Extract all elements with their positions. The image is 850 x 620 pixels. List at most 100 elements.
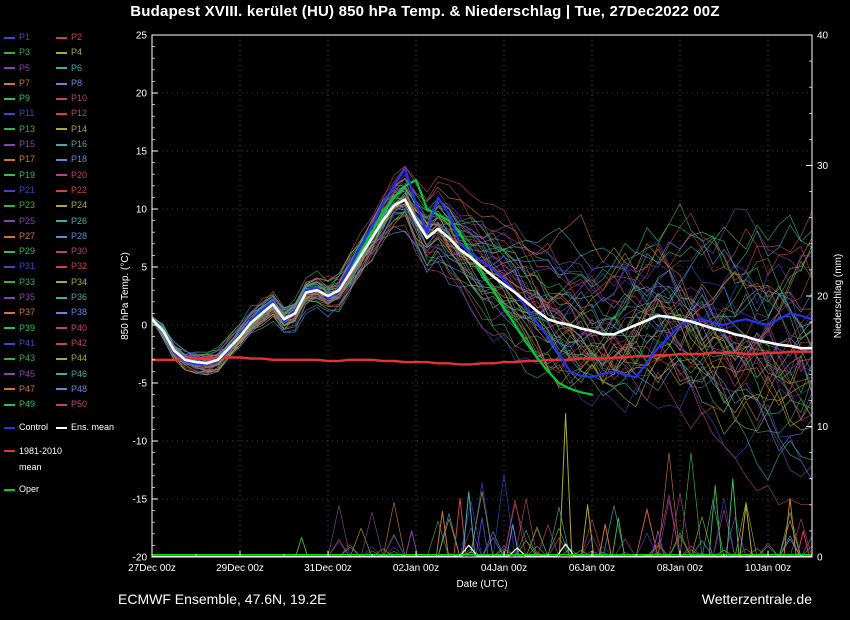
legend-label: P50 — [71, 399, 88, 410]
legend-label: P22 — [71, 184, 88, 195]
legend-line-swatch-icon — [4, 296, 15, 299]
legend-member-row: P7 P8 — [4, 76, 150, 91]
legend-line-swatch-icon — [56, 113, 67, 116]
legend-label: P15 — [19, 139, 36, 150]
legend-label: P5 — [19, 62, 31, 73]
legend-label: P46 — [71, 368, 88, 379]
legend-item-P11: P11 — [4, 106, 56, 121]
ensemble-member-precip — [152, 527, 812, 557]
ensemble-member-precip — [152, 518, 812, 557]
left-axis-tick-label: -10 — [133, 437, 148, 448]
legend-line-swatch-icon — [4, 388, 15, 391]
legend-line-swatch-icon — [56, 143, 67, 146]
precip-spike — [580, 504, 595, 557]
legend-member-row: P41 P42 — [4, 336, 150, 351]
ensemble-member-temp — [152, 187, 812, 361]
legend-item-P5: P5 — [4, 61, 56, 76]
ensemble-member-precip — [152, 524, 812, 557]
ensemble-member-temp — [152, 199, 812, 360]
legend-member-row: P3 P4 — [4, 45, 150, 60]
legend-label: P28 — [71, 230, 88, 241]
legend-item-P13: P13 — [4, 122, 56, 137]
legend-item-P41: P41 — [4, 336, 56, 351]
legend-label: P47 — [19, 383, 36, 394]
ensemble-member-temp — [152, 178, 812, 434]
legend-member-row: P37 P38 — [4, 305, 150, 320]
legend-line-swatch-icon — [4, 67, 15, 70]
legend-label: P6 — [71, 62, 83, 73]
legend-line-swatch-icon — [4, 342, 15, 345]
legend-line-swatch-icon — [56, 357, 67, 360]
legend-line-swatch-icon — [4, 311, 15, 314]
legend-label: P30 — [71, 246, 88, 257]
legend-line-swatch-icon — [4, 143, 15, 146]
precip-spike — [506, 523, 520, 557]
legend-line-swatch-icon — [56, 296, 67, 299]
legend-line-swatch-icon — [56, 311, 67, 314]
legend-label: Oper — [19, 484, 40, 495]
legend-member-row: P13 P14 — [4, 122, 150, 137]
climate-mean-line — [152, 350, 812, 366]
ensemble-member-precip — [152, 494, 812, 557]
legend-line-swatch-icon — [56, 220, 67, 223]
legend-item-P50: P50 — [56, 397, 108, 412]
legend-member-row: P21 P22 — [4, 183, 150, 198]
right-axis-tick-label: 0 — [817, 553, 823, 564]
ensemble-member-precip — [152, 536, 812, 557]
legend-item-P23: P23 — [4, 198, 56, 213]
legend-line-swatch-icon — [4, 250, 15, 253]
legend-item-P28: P28 — [56, 229, 108, 244]
legend-line-swatch-icon — [56, 82, 67, 85]
page-title: Budapest XVIII. kerület (HU) 850 hPa Tem… — [130, 3, 720, 20]
legend-label: P41 — [19, 337, 36, 348]
precip-spike — [435, 510, 450, 557]
legend-line-swatch-icon — [56, 250, 67, 253]
legend-member-row: P27 P28 — [4, 229, 150, 244]
legend-label: P33 — [19, 276, 36, 287]
ensemble-member-precip — [152, 509, 812, 557]
legend-line-swatch-icon — [56, 327, 67, 330]
legend-label: P31 — [19, 261, 36, 272]
ens-mean-precip-line — [152, 543, 812, 557]
precip-spike — [558, 412, 573, 557]
legend-line-swatch-icon — [4, 373, 15, 376]
legend-line-swatch-icon — [4, 281, 15, 284]
x-axis-tick-label: 02Jan 00z — [393, 563, 439, 574]
ensemble-member-precip — [152, 542, 812, 557]
legend-label: P7 — [19, 77, 31, 88]
right-axis-tick-label: 40 — [817, 31, 829, 42]
precip-spike — [796, 530, 810, 557]
precip-spike — [294, 536, 309, 557]
legend-line-swatch-icon — [56, 36, 67, 39]
legend-item-P1: P1 — [4, 30, 56, 45]
legend-line-swatch-icon — [4, 266, 15, 269]
left-axis-tick-label: 0 — [141, 321, 147, 332]
legend-label: P21 — [19, 184, 36, 195]
legend-member-row: P43 P44 — [4, 351, 150, 366]
legend-member-row: P31 P32 — [4, 259, 150, 274]
legend-label: P29 — [19, 246, 36, 257]
legend-member-row: P25 P26 — [4, 214, 150, 229]
legend-item-P48: P48 — [56, 382, 108, 397]
precip-spike — [453, 497, 467, 557]
legend-item-P49: P49 — [4, 397, 56, 412]
footer-model-info: ECMWF Ensemble, 47.6N, 19.2E — [118, 591, 327, 607]
legend-member-row: P5 P6 — [4, 61, 150, 76]
gridlines — [152, 35, 812, 557]
legend-item-P37: P37 — [4, 305, 56, 320]
legend-label: P12 — [71, 108, 88, 119]
ensemble-precip-lines — [152, 452, 812, 557]
legend-item-P6: P6 — [56, 61, 108, 76]
x-axis-tick-label: 10Jan 00z — [745, 563, 791, 574]
legend-item-P33: P33 — [4, 275, 56, 290]
legend-item-P16: P16 — [56, 137, 108, 152]
ensemble-member-precip — [152, 534, 812, 557]
legend-label: P2 — [71, 32, 83, 42]
axes: 25 20 15 10 5 0 -5 -10 -15 -20 40 30 20 10 0 27Dec 00z 2… — [120, 31, 844, 591]
legend-item-P44: P44 — [56, 351, 108, 366]
legend-climate-row-2: mean — [4, 459, 150, 474]
left-axis-tick-label: -15 — [133, 495, 148, 506]
legend-line-swatch-icon — [4, 189, 15, 192]
legend-line-swatch-icon — [56, 403, 67, 406]
